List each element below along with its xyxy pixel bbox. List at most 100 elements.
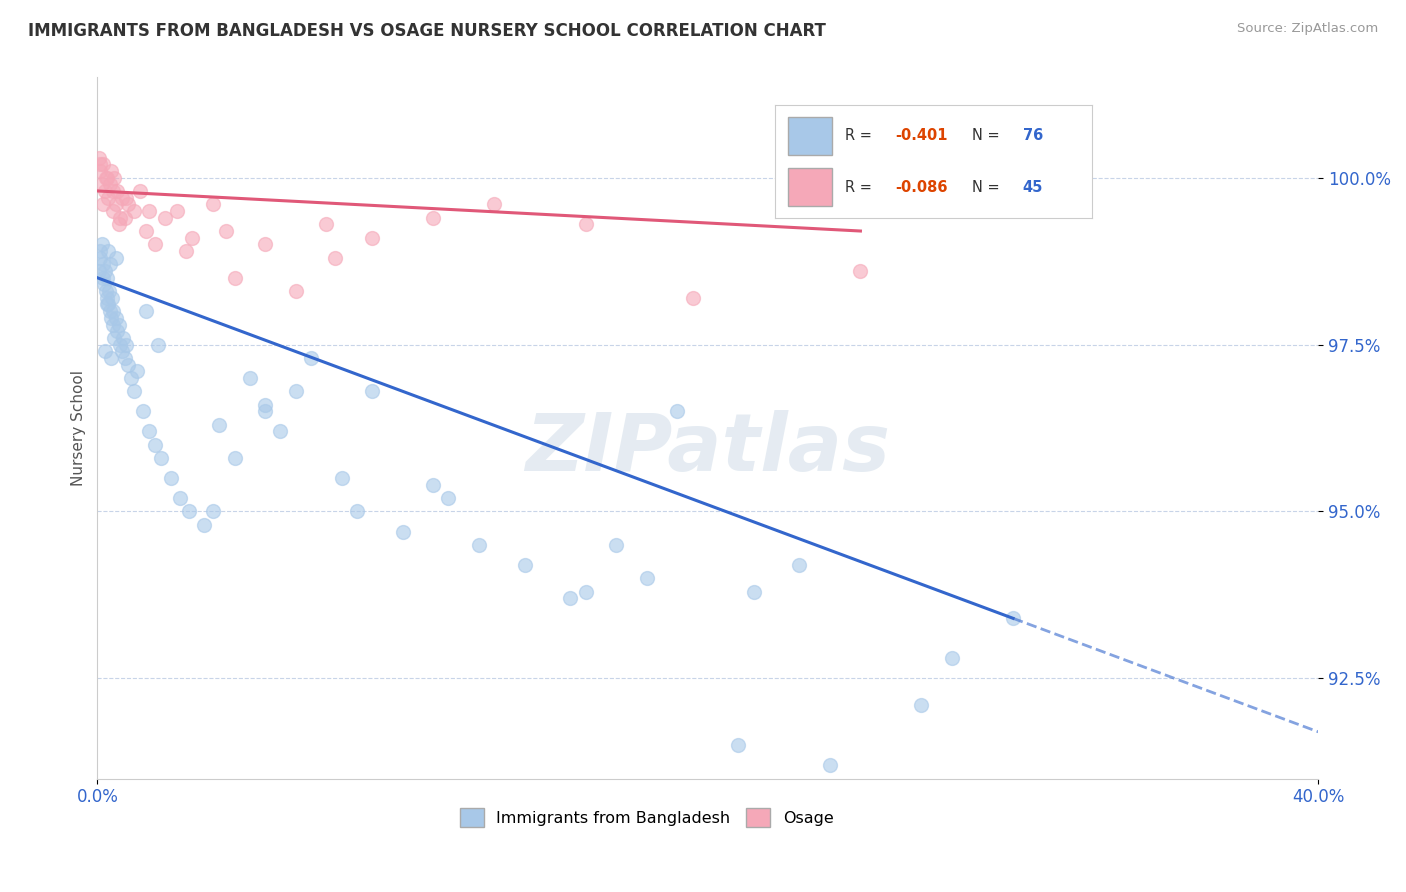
Point xyxy=(177,504,200,518)
Point xyxy=(94,184,117,198)
Point xyxy=(91,257,114,271)
Point xyxy=(114,351,136,365)
Point xyxy=(135,304,157,318)
Point xyxy=(202,197,225,211)
Text: IMMIGRANTS FROM BANGLADESH VS OSAGE NURSERY SCHOOL CORRELATION CHART: IMMIGRANTS FROM BANGLADESH VS OSAGE NURS… xyxy=(28,22,825,40)
Point xyxy=(138,425,160,439)
Point xyxy=(560,591,582,606)
Point xyxy=(93,270,115,285)
Point xyxy=(605,538,627,552)
Point xyxy=(437,491,460,505)
Point xyxy=(299,351,322,365)
Point xyxy=(94,344,117,359)
Point xyxy=(330,471,353,485)
Point xyxy=(148,337,170,351)
Point xyxy=(107,218,129,232)
Point xyxy=(575,584,598,599)
Y-axis label: Nursery School: Nursery School xyxy=(72,370,86,486)
Point xyxy=(105,324,128,338)
Point xyxy=(422,211,444,225)
Point xyxy=(89,244,111,258)
Point xyxy=(174,244,197,258)
Point xyxy=(98,178,121,192)
Point xyxy=(166,204,188,219)
Point xyxy=(224,270,246,285)
Point xyxy=(284,284,307,298)
Point xyxy=(254,237,277,252)
Point xyxy=(181,230,204,244)
Point xyxy=(97,244,120,258)
Point xyxy=(110,337,132,351)
Point xyxy=(284,384,307,399)
Point xyxy=(361,230,384,244)
Point xyxy=(315,218,337,232)
Point xyxy=(91,197,114,211)
Point xyxy=(666,404,689,418)
Point xyxy=(103,170,125,185)
Point xyxy=(104,197,127,211)
Point xyxy=(727,738,749,752)
Point xyxy=(103,318,125,332)
Point xyxy=(117,358,139,372)
Point xyxy=(90,237,112,252)
Point xyxy=(115,337,138,351)
Point xyxy=(101,184,124,198)
Point xyxy=(96,291,118,305)
Point xyxy=(96,297,118,311)
Point xyxy=(89,157,111,171)
Point xyxy=(89,164,111,178)
Point xyxy=(105,184,128,198)
Point xyxy=(90,178,112,192)
Text: Source: ZipAtlas.com: Source: ZipAtlas.com xyxy=(1237,22,1378,36)
Point xyxy=(239,371,262,385)
Point xyxy=(513,558,536,572)
Point xyxy=(94,284,117,298)
Point xyxy=(1002,611,1025,625)
Point xyxy=(100,310,122,325)
Point xyxy=(98,257,121,271)
Point xyxy=(103,331,125,345)
Point xyxy=(224,451,246,466)
Point xyxy=(468,538,491,552)
Point xyxy=(129,184,152,198)
Point xyxy=(100,351,122,365)
Point xyxy=(254,404,277,418)
Point xyxy=(742,584,765,599)
Point xyxy=(269,425,291,439)
Point xyxy=(104,310,127,325)
Point xyxy=(89,251,111,265)
Point xyxy=(325,251,347,265)
Point xyxy=(97,191,120,205)
Point xyxy=(101,204,124,219)
Point xyxy=(153,211,176,225)
Point xyxy=(254,398,277,412)
Point xyxy=(107,318,129,332)
Point xyxy=(111,191,134,205)
Point xyxy=(159,471,181,485)
Text: ZIPatlas: ZIPatlas xyxy=(526,410,890,488)
Point xyxy=(169,491,191,505)
Point xyxy=(361,384,384,399)
Legend: Immigrants from Bangladesh, Osage: Immigrants from Bangladesh, Osage xyxy=(453,801,841,834)
Point xyxy=(101,304,124,318)
Point xyxy=(150,451,173,466)
Point xyxy=(94,170,117,185)
Point xyxy=(132,404,155,418)
Point xyxy=(482,197,505,211)
Point xyxy=(202,504,225,518)
Point xyxy=(143,237,166,252)
Point xyxy=(87,264,110,278)
Point xyxy=(575,218,598,232)
Point xyxy=(789,558,811,572)
Point xyxy=(96,270,118,285)
Point xyxy=(122,204,145,219)
Point xyxy=(110,211,132,225)
Point xyxy=(818,758,841,772)
Point xyxy=(93,157,115,171)
Point xyxy=(93,277,115,292)
Point xyxy=(104,251,127,265)
Point xyxy=(111,344,134,359)
Point xyxy=(193,517,215,532)
Point xyxy=(97,284,120,298)
Point xyxy=(208,417,231,432)
